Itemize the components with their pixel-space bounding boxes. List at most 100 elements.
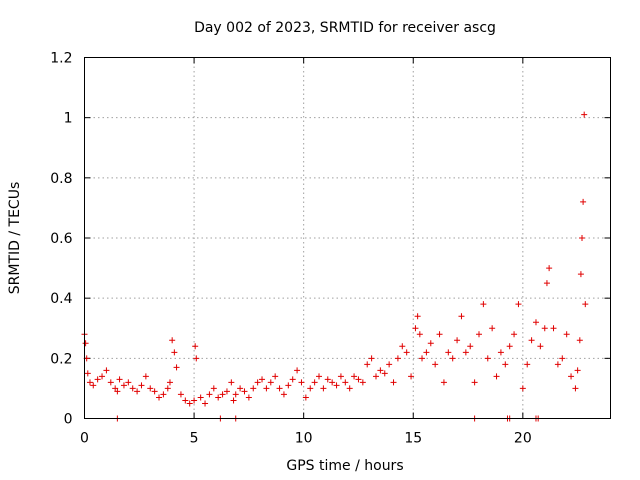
data-point	[324, 376, 331, 383]
data-point	[302, 394, 309, 401]
data-point	[440, 379, 447, 386]
data-point	[532, 319, 539, 326]
data-point	[471, 379, 478, 386]
data-point	[524, 361, 531, 368]
data-point	[245, 394, 252, 401]
data-point	[454, 337, 461, 344]
data-point	[462, 349, 469, 356]
chart-title: Day 002 of 2023, SRMTID for receiver asc…	[194, 20, 496, 36]
data-point	[316, 373, 323, 380]
data-point	[138, 382, 145, 389]
axis-ticks: 0 0.2 0.4 0.6 0.8 1 1.2 0 5 10 15 20	[50, 51, 611, 447]
data-point	[166, 379, 173, 386]
data-point	[537, 343, 544, 350]
gridlines	[84, 57, 611, 419]
data-point	[120, 382, 127, 389]
data-point	[511, 331, 518, 338]
data-point	[403, 349, 410, 356]
data-point	[86, 379, 93, 386]
data-point	[390, 379, 397, 386]
y-tick-label: 0.2	[50, 351, 72, 367]
data-point	[112, 385, 119, 392]
data-point	[280, 391, 287, 398]
data-point	[223, 388, 230, 395]
data-point	[294, 367, 301, 374]
data-point	[193, 355, 200, 362]
data-point	[449, 355, 456, 362]
data-point	[219, 391, 226, 398]
data-point	[359, 379, 366, 386]
x-axis-label: GPS time / hours	[286, 458, 403, 474]
data-point	[386, 361, 393, 368]
data-point	[412, 325, 419, 332]
data-point	[147, 385, 154, 392]
y-axis-label: SRMTID / TECUs	[7, 182, 23, 295]
data-point	[419, 355, 426, 362]
data-point	[337, 373, 344, 380]
data-point	[351, 373, 358, 380]
y-tick-label: 0	[64, 412, 73, 428]
data-point	[103, 367, 110, 374]
data-point	[550, 325, 557, 332]
data-point	[84, 370, 91, 377]
data-point	[506, 343, 513, 350]
data-point	[160, 391, 167, 398]
data-point	[311, 379, 318, 386]
data-point	[134, 388, 141, 395]
data-point	[125, 379, 132, 386]
data-point	[423, 349, 430, 356]
data-point	[333, 382, 340, 389]
plot-frame	[84, 57, 611, 419]
data-point	[399, 343, 406, 350]
data-point	[329, 379, 336, 386]
y-tick-label: 1.2	[50, 51, 72, 67]
data-point	[116, 376, 123, 383]
data-point	[541, 325, 548, 332]
data-point	[381, 370, 388, 377]
data-point	[114, 388, 121, 395]
data-point	[151, 388, 158, 395]
data-point	[206, 391, 213, 398]
x-tick-label: 0	[80, 431, 89, 447]
data-point	[232, 391, 239, 398]
data-points	[81, 111, 589, 422]
data-point	[579, 235, 586, 241]
data-point	[372, 373, 379, 380]
data-point	[298, 379, 305, 386]
data-point	[476, 331, 482, 338]
data-point	[416, 331, 423, 338]
data-point	[519, 385, 526, 392]
y-tick-label: 0.8	[50, 171, 72, 187]
data-point	[582, 301, 589, 308]
data-point	[342, 379, 349, 386]
data-point	[82, 340, 89, 347]
data-point	[563, 331, 570, 338]
data-point	[480, 301, 487, 308]
data-point	[581, 111, 588, 118]
data-point	[263, 385, 270, 392]
x-tick-label: 5	[190, 431, 199, 447]
data-point	[237, 385, 244, 392]
data-point	[484, 355, 491, 362]
data-point	[192, 343, 199, 350]
data-point	[364, 361, 371, 368]
data-point	[436, 331, 443, 338]
data-point	[432, 361, 439, 368]
data-point	[368, 355, 375, 362]
data-point	[559, 355, 566, 362]
data-point	[502, 361, 509, 368]
data-point	[493, 373, 500, 380]
data-point	[497, 349, 504, 356]
data-point	[445, 349, 452, 356]
data-point	[177, 391, 184, 398]
data-point	[272, 373, 279, 380]
data-point	[377, 367, 384, 374]
data-point	[346, 385, 353, 392]
data-point	[142, 373, 149, 380]
data-point	[129, 385, 136, 392]
data-point	[515, 301, 522, 308]
data-point	[99, 373, 106, 380]
data-point	[90, 382, 97, 389]
data-point	[414, 313, 421, 320]
